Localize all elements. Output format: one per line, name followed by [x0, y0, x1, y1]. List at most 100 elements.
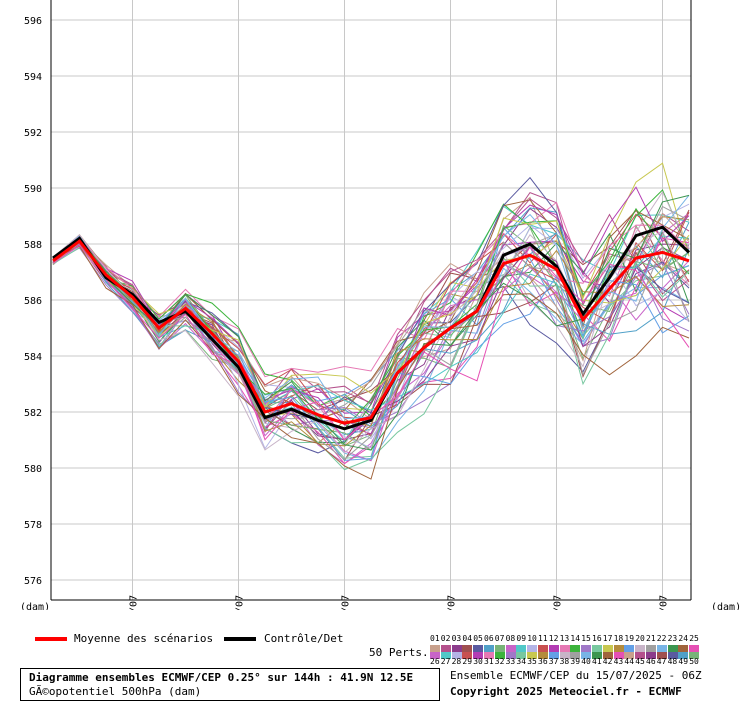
pert-number: 38: [559, 657, 570, 666]
pert-number: 15: [581, 634, 591, 643]
pert-color-swatch: [505, 645, 516, 652]
y-tick-label: 576: [24, 576, 42, 587]
pert-color-swatch: [602, 652, 613, 659]
pert-number: 37: [548, 657, 559, 666]
pert-color-swatch: [484, 652, 494, 659]
x-tick-labels: 16/07 17/07 18/07 19/07 20/07 21/07: [129, 595, 670, 610]
pert-color-swatch: [689, 645, 700, 652]
pert-number: 14: [570, 634, 581, 643]
pert-color-swatch: [570, 652, 581, 659]
pert-color-swatch: [559, 652, 570, 659]
pert-number: 13: [559, 634, 570, 643]
pert-number: 03: [451, 634, 462, 643]
pert-number: 31: [484, 657, 494, 666]
pert-number: 11: [538, 634, 548, 643]
pert-number: 33: [505, 657, 516, 666]
pert-number: 34: [516, 657, 527, 666]
pert-number: 29: [462, 657, 473, 666]
y-tick-label: 578: [24, 520, 42, 531]
pert-color-swatch: [613, 645, 624, 652]
pert-number: 01: [430, 634, 440, 643]
footer-title: Diagramme ensembles ECMWF/CEP 0.25° sur …: [29, 671, 414, 684]
pert-number: 32: [494, 657, 505, 666]
pert-number: 24: [678, 634, 689, 643]
control-line: [52, 225, 691, 431]
pert-color-swatch: [581, 645, 592, 652]
mean-legend-label: Moyenne des scénarios: [74, 632, 214, 645]
control-legend-label: Contrôle/Det: [264, 632, 344, 645]
y-tick-label: 584: [24, 352, 42, 363]
pert-color-swatch: [602, 645, 613, 652]
pert-number: 41: [592, 657, 602, 666]
x-tick-label: 19/07: [447, 595, 458, 610]
y-tick-label: 582: [24, 408, 42, 419]
pert-color-swatch: [527, 652, 538, 659]
y-tick-label: 588: [24, 240, 42, 251]
pert-number: 12: [548, 634, 559, 643]
pert-number: 43: [613, 657, 624, 666]
copyright: Copyright 2025 Meteociel.fr - ECMWF: [450, 685, 682, 698]
footer-title-box: Diagramme ensembles ECMWF/CEP 0.25° sur …: [20, 668, 440, 701]
y-tick-label: 586: [24, 296, 42, 307]
pert-number: 09: [516, 634, 527, 643]
pert-color-swatch: [592, 645, 602, 652]
main-series-lines: [52, 225, 691, 431]
pert-color-swatch: [451, 652, 462, 659]
pert-number: 44: [624, 657, 635, 666]
pert-number: 35: [527, 657, 537, 666]
x-tick-label: 16/07: [129, 595, 140, 610]
pert-color-swatch: [646, 645, 656, 652]
pert-color-swatch: [667, 645, 678, 652]
pert-color-swatch: [451, 645, 462, 652]
pert-color-swatch: [430, 652, 440, 659]
pert-number: 21: [646, 634, 656, 643]
pert-color-swatch: [646, 652, 656, 659]
pert-number: 05: [473, 634, 483, 643]
control-legend-swatch: [224, 637, 256, 641]
pert-number: 23: [667, 634, 678, 643]
pert-color-swatch: [624, 645, 635, 652]
y-tick-labels: 576 578 580 582 584 586 588 590 592 594 596: [24, 16, 42, 587]
perturbation-line: [52, 245, 690, 480]
pert-number: 22: [656, 634, 667, 643]
pert-color-swatch: [430, 645, 440, 652]
pert-number: 30: [473, 657, 483, 666]
pert-number: 07: [494, 634, 505, 643]
y-unit-label: (dam): [20, 602, 50, 610]
pert-number: 20: [635, 634, 645, 643]
pert-color-swatch: [548, 645, 559, 652]
pert-color-swatch: [462, 645, 473, 652]
pert-color-swatch: [624, 652, 635, 659]
pert-color-swatch: [613, 652, 624, 659]
perturbation-line: [52, 231, 690, 428]
mean-legend-swatch: [35, 637, 67, 641]
footer-subtitle: GÃ©opotentiel 500hPa (dam): [29, 685, 202, 698]
perturbation-line: [52, 230, 690, 454]
pert-number: 16: [592, 634, 602, 643]
pert-number: 19: [624, 634, 635, 643]
perts-label: 50 Perts.: [369, 646, 429, 659]
pert-color-swatch: [538, 645, 548, 652]
pert-number: 02: [440, 634, 451, 643]
x-unit-label: (dam): [711, 602, 740, 610]
pert-color-swatch: [635, 645, 646, 652]
pert-number: 10: [527, 634, 537, 643]
perturbation-line: [52, 235, 690, 447]
pert-color-swatch: [473, 652, 484, 659]
pert-color-swatch: [494, 652, 505, 659]
y-tick-label: 594: [24, 72, 42, 83]
y-tick-label: 596: [24, 16, 42, 27]
pert-number: 17: [602, 634, 613, 643]
pert-color-swatch: [656, 652, 667, 659]
y-tick-label: 590: [24, 184, 42, 195]
pert-number: 08: [505, 634, 516, 643]
y-tick-label: 580: [24, 464, 42, 475]
x-tick-label: 17/07: [235, 595, 246, 610]
pert-number: 46: [646, 657, 656, 666]
grid-lines: [51, 0, 691, 600]
pert-number: 49: [678, 657, 689, 666]
pert-number: 06: [484, 634, 494, 643]
pert-number: 04: [462, 634, 473, 643]
pert-color-swatch: [505, 652, 516, 659]
